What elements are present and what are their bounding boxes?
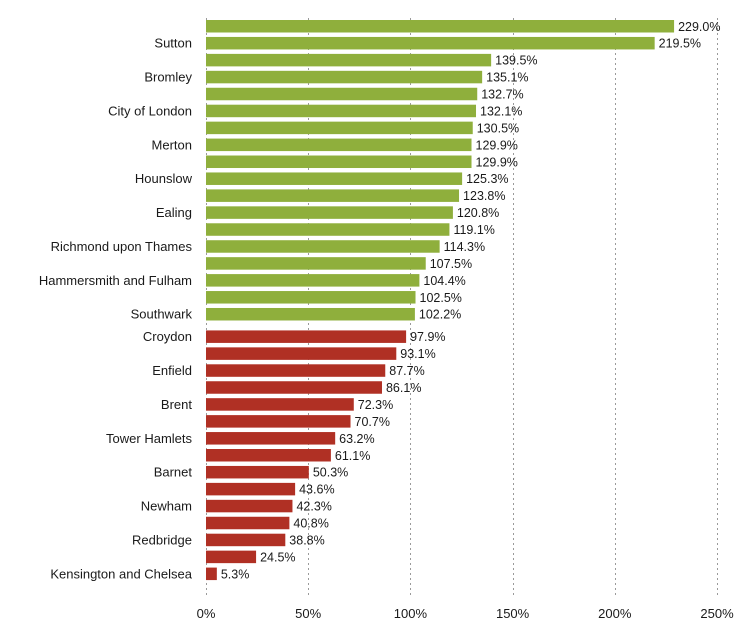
data-label: 87.7% [389,364,424,378]
category-label: Merton [152,137,192,152]
bar [206,550,257,564]
x-tick-label: 150% [496,606,530,621]
category-label: Tower Hamlets [106,431,192,446]
bar [206,223,450,236]
category-label: Barnet [154,465,193,480]
category-label: Enfield [152,363,192,378]
bar [206,121,473,135]
data-label: 61.1% [335,449,370,463]
data-label: 104.4% [423,274,465,288]
data-label: 43.6% [299,483,334,497]
data-label: 219.5% [659,37,701,51]
data-label: 86.1% [386,381,421,395]
bar [206,36,655,50]
category-label: Newham [141,499,192,514]
bar [206,381,382,394]
bar [206,449,331,462]
category-label: Brent [161,397,192,412]
data-label: 132.7% [481,88,523,102]
data-label: 93.1% [400,347,435,361]
bar [206,307,415,321]
bar [206,257,426,270]
category-labels: Sutton Bromley City of London Merton Hounslo… [39,36,193,582]
bar [206,347,397,360]
x-tick-label: 250% [700,606,734,621]
value-labels: 229.0% 219.5% 139.5% 135.1% 132.7% 132.1% 130.… [221,20,721,582]
bar [206,274,420,287]
x-tick-label: 0% [197,606,216,621]
category-label: Sutton [154,36,192,51]
bar [206,465,309,479]
data-label: 120.8% [457,206,499,220]
data-label: 24.5% [260,550,295,564]
data-label: 72.3% [358,398,393,412]
data-label: 139.5% [495,54,537,68]
bar [206,155,472,169]
bar [206,330,407,343]
bar [206,138,472,152]
x-tick-label: 200% [598,606,632,621]
data-label: 129.9% [476,155,518,169]
bar [206,104,477,118]
data-label: 5.3% [221,567,250,581]
data-label: 114.3% [444,240,485,254]
category-label: Kensington and Chelsea [50,566,192,581]
data-label: 132.1% [480,104,522,118]
category-label: Hounslow [135,171,193,186]
data-label: 102.5% [420,291,462,305]
bar [206,53,492,67]
data-label: 229.0% [678,20,720,34]
bar [206,240,440,253]
data-label: 63.2% [339,432,374,446]
x-tick-label: 50% [295,606,321,621]
category-label: Southwark [131,307,193,322]
data-label: 119.1% [453,223,494,237]
data-label: 129.9% [476,138,518,152]
data-label: 125.3% [466,172,508,186]
bar [206,206,453,219]
bar [206,516,290,530]
data-label: 135.1% [486,71,528,85]
bar [206,398,354,411]
category-label: Richmond upon Thames [51,239,193,254]
bar [206,533,286,547]
bar [206,364,386,377]
data-label: 70.7% [355,415,390,429]
category-label: City of London [108,103,192,118]
bar [206,20,675,33]
x-axis-ticks: 0% 50% 100% 150% 200% 250% [197,606,734,621]
x-tick-label: 100% [394,606,428,621]
category-label: Redbridge [132,532,192,547]
category-label: Ealing [156,205,192,220]
bar [206,567,217,581]
data-label: 97.9% [410,330,445,344]
category-label: Bromley [144,70,192,85]
data-label: 130.5% [477,121,519,135]
bar [206,499,293,513]
bar [206,87,478,101]
data-label: 107.5% [430,257,472,271]
data-label: 50.3% [313,466,348,480]
bar [206,189,460,202]
bars [206,20,675,581]
data-label: 38.8% [289,533,324,547]
data-label: 102.2% [419,308,461,322]
category-label: Hammersmith and Fulham [39,273,192,288]
category-label: Croydon [143,329,192,344]
bar [206,432,336,445]
data-label: 40.8% [293,517,328,531]
bar [206,415,351,428]
bar [206,482,296,496]
data-label: 42.3% [296,500,331,514]
bar [206,70,483,84]
bar [206,291,416,304]
data-label: 123.8% [463,189,505,203]
bar [206,172,463,185]
